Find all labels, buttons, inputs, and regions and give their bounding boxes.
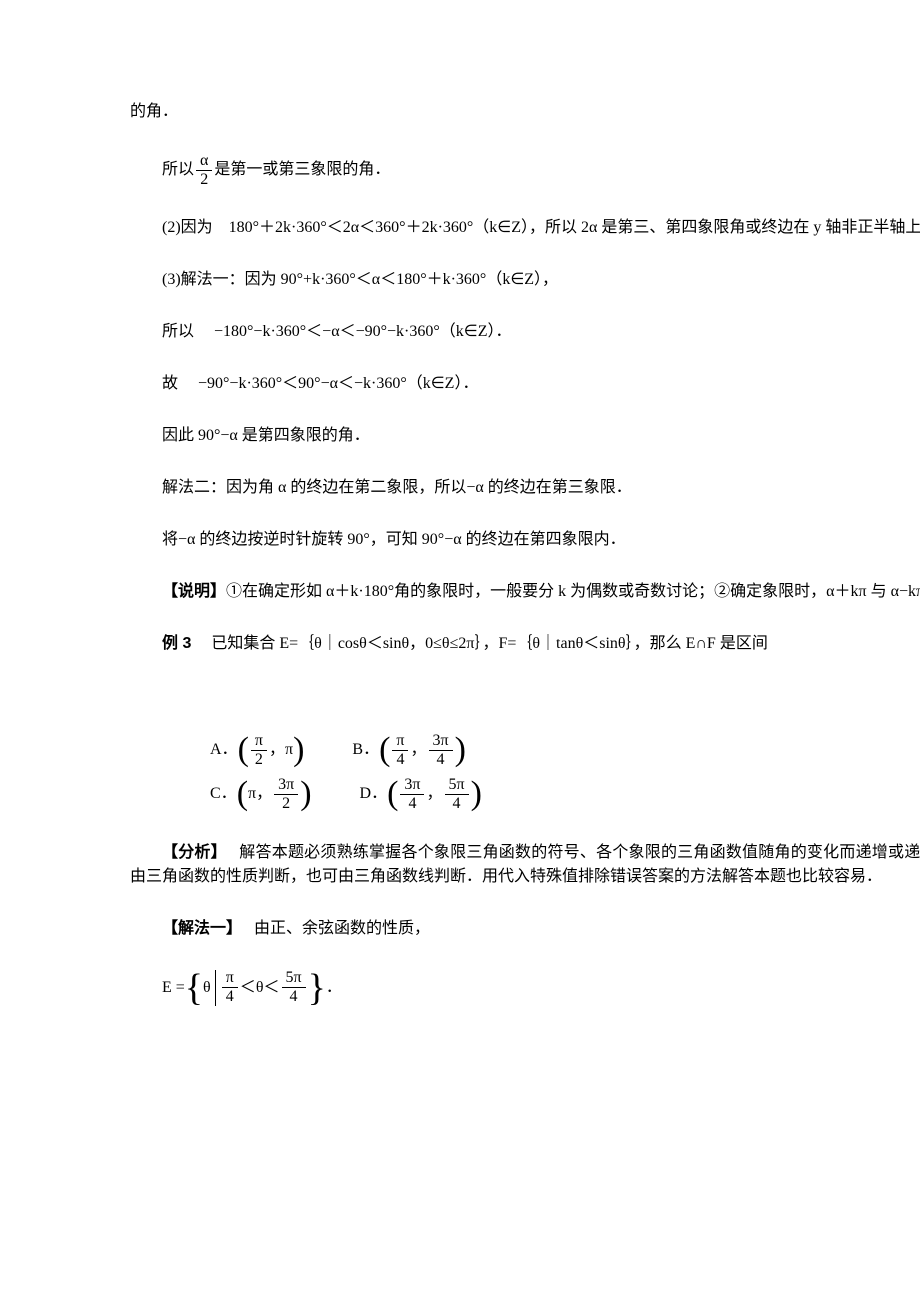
frac: 5π 4 [282, 969, 306, 1005]
frac-den: 4 [222, 988, 238, 1006]
label-solution-1: 【解法一】 [162, 920, 234, 937]
lt: ＜ [263, 976, 279, 1000]
period: ． [326, 976, 342, 1000]
frac-den: 2 [278, 795, 294, 813]
math-block-alpha-over-2: 所以 α 2 是第一或第三象限的角． [130, 152, 920, 188]
paren-left: ( [387, 777, 398, 811]
answer-bracket: [ ] [130, 684, 920, 708]
brace-right: } [308, 969, 326, 1007]
paren-left: ( [237, 777, 248, 811]
frac-num: π [392, 732, 408, 751]
paren-right: ) [471, 777, 482, 811]
frac-den: 4 [404, 795, 420, 813]
frac-denominator: 2 [196, 171, 212, 189]
answer-options: A． ( π 2 ， π ) B． ( π 4 ， 3π 4 ) [130, 732, 920, 812]
paragraph: 将−α 的终边按逆时针旋转 90°，可知 90°−α 的终边在第四象限内． [130, 528, 920, 552]
option-d: D． ( 3π 4 ， 5π 4 ) [360, 776, 482, 812]
frac: π 4 [222, 969, 238, 1005]
paragraph: (3)解法一：因为 90°+k·360°＜α＜180°＋k·360°（k∈Z）， [130, 268, 920, 292]
frac-den: 4 [286, 988, 302, 1006]
option-a: A． ( π 2 ， π ) [210, 732, 304, 768]
math-prefix: 所以 [162, 158, 194, 182]
option-row-2: C． ( π ， 3π 2 ) D． ( 3π 4 ， 5π 4 ) [210, 776, 920, 812]
paragraph: 的角． [130, 100, 920, 124]
paragraph: 解法二：因为角 α 的终边在第二象限，所以−α 的终边在第三象限． [130, 476, 920, 500]
brace-left: { [185, 969, 203, 1007]
frac: 3π 4 [400, 776, 424, 812]
paragraph-solution-1: 【解法一】 由正、余弦函数的性质， [130, 917, 920, 941]
fraction-alpha-2: α 2 [196, 152, 212, 188]
paragraph: 故 −90°−k·360°＜90°−α＜−k·360°（k∈Z）． [130, 372, 920, 396]
option-a-label: A． [210, 738, 238, 762]
frac-den: 2 [251, 751, 267, 769]
frac-den: 4 [449, 795, 465, 813]
frac: 3π 4 [429, 732, 453, 768]
theta-mid: θ [256, 976, 264, 1000]
label-explanation: 【说明】 [162, 583, 226, 600]
option-a-right: π [285, 738, 293, 762]
frac-num: 3π [400, 776, 424, 795]
option-d-label: D． [360, 782, 388, 806]
frac-num: π [222, 969, 238, 988]
set-e-theta: θ [203, 976, 211, 1000]
set-divider [215, 970, 216, 1006]
math-suffix: 是第一或第三象限的角． [214, 158, 390, 182]
frac: 3π 2 [274, 776, 298, 812]
paragraph: 因此 90°−α 是第四象限的角． [130, 424, 920, 448]
paren-left: ( [379, 733, 390, 767]
paragraph-analysis: 【分析】 解答本题必须熟练掌握各个象限三角函数的符号、各个象限的三角函数值随角的… [130, 841, 920, 889]
option-b-label: B． [352, 738, 379, 762]
paren-left: ( [238, 733, 249, 767]
frac: π 2 [251, 732, 267, 768]
frac-num: 3π [274, 776, 298, 795]
frac-den: 4 [433, 751, 449, 769]
frac-den: 4 [392, 751, 408, 769]
lt: ＜ [240, 976, 256, 1000]
comma: ， [426, 782, 442, 806]
comma: ， [269, 738, 285, 762]
set-e-definition: E = { θ π 4 ＜ θ ＜ 5π 4 } ． [130, 969, 920, 1007]
analysis-text: 解答本题必须熟练掌握各个象限三角函数的符号、各个象限的三角函数值随角的变化而递增… [130, 844, 920, 885]
frac-num: 5π [282, 969, 306, 988]
example-3-body: 已知集合 E=｛θ｜cosθ＜sinθ，0≤θ≤2π｝，F=｛θ｜tanθ＜si… [191, 635, 767, 652]
solution-1-text: 由正、余弦函数的性质， [234, 920, 430, 937]
frac-num: 3π [429, 732, 453, 751]
comma: ， [410, 738, 426, 762]
option-b: B． ( π 4 ， 3π 4 ) [352, 732, 466, 768]
option-c: C． ( π ， 3π 2 ) [210, 776, 312, 812]
frac-num: 5π [445, 776, 469, 795]
example-3: 例 3 已知集合 E=｛θ｜cosθ＜sinθ，0≤θ≤2π｝，F=｛θ｜tan… [130, 632, 920, 656]
paragraph: (2)因为 180°＋2k·360°＜2α＜360°＋2k·360°（k∈Z），… [130, 216, 920, 240]
option-c-left: π [248, 782, 256, 806]
label-example-3: 例 3 [162, 635, 191, 652]
paren-right: ) [455, 733, 466, 767]
option-c-label: C． [210, 782, 237, 806]
explanation-text: ①在确定形如 α＋k·180°角的象限时，一般要分 k 为偶数或奇数讨论；②确定… [226, 583, 920, 600]
frac: π 4 [392, 732, 408, 768]
comma: ， [256, 782, 272, 806]
option-row-1: A． ( π 2 ， π ) B． ( π 4 ， 3π 4 ) [210, 732, 920, 768]
paragraph-explanation: 【说明】①在确定形如 α＋k·180°角的象限时，一般要分 k 为偶数或奇数讨论… [130, 580, 920, 604]
paren-right: ) [293, 733, 304, 767]
set-e-prefix: E = [162, 976, 185, 1000]
paren-right: ) [300, 777, 311, 811]
paragraph: 所以 −180°−k·360°＜−α＜−90°−k·360°（k∈Z）． [130, 320, 920, 344]
label-analysis: 【分析】 [162, 844, 219, 861]
frac: 5π 4 [445, 776, 469, 812]
frac-numerator: α [196, 152, 212, 171]
frac-num: π [251, 732, 267, 751]
